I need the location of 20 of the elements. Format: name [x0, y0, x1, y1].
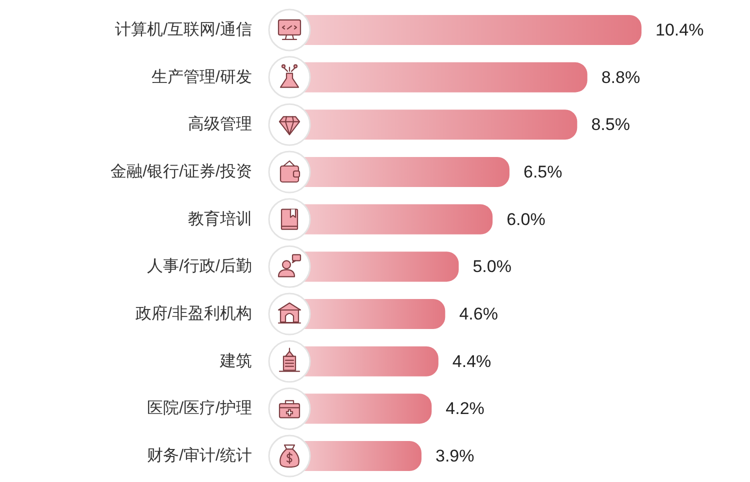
y-tick-label: 高级管理: [188, 115, 252, 134]
data-label: 6.0%: [506, 210, 546, 229]
y-tick-label: 金融/银行/证券/投资: [110, 162, 252, 180]
y-tick-label: 医院/医疗/护理: [147, 399, 252, 418]
y-tick-label: 计算机/互联网/通信: [115, 20, 252, 38]
y-tick-label: 政府/非盈利机构: [136, 304, 252, 323]
data-label: 8.8%: [601, 68, 640, 87]
y-tick-label: 财务/审计/统计: [147, 446, 252, 465]
y-tick-label: 建筑: [219, 352, 252, 370]
data-label: 10.4%: [656, 20, 704, 40]
data-label: 6.5%: [524, 162, 562, 182]
data-label: 5.0%: [472, 257, 512, 276]
data-label: 4.6%: [459, 304, 498, 324]
data-label: 4.2%: [446, 399, 484, 418]
data-label: 3.9%: [436, 446, 474, 466]
data-label: 4.4%: [452, 352, 492, 371]
data-label: 8.5%: [591, 115, 630, 134]
y-tick-label: 教育培训: [188, 210, 252, 228]
y-tick-label: 生产管理/研发: [152, 68, 252, 86]
y-tick-label: 人事/行政/后勤: [147, 257, 252, 276]
